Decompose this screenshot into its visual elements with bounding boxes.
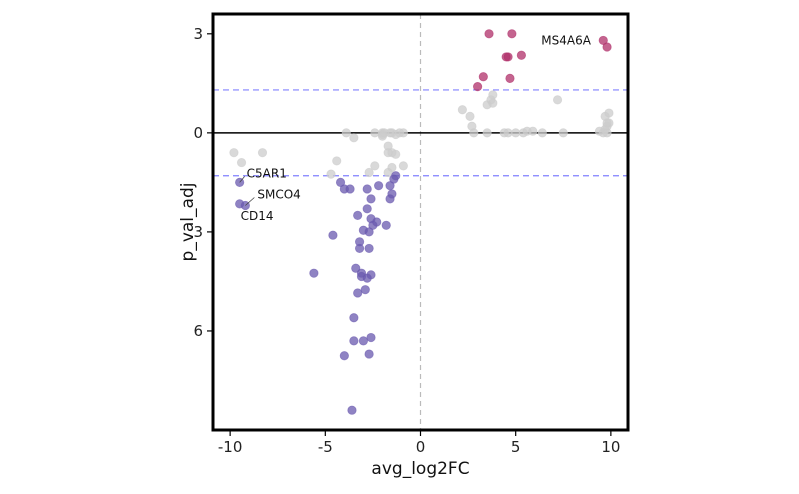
- annotation-label-ms4a6a: MS4A6A: [541, 33, 591, 47]
- neutral-point-33: [488, 98, 498, 108]
- neutral-point-36: [503, 128, 513, 138]
- y-tick-label-3: 6: [193, 322, 203, 340]
- up-point-1: [507, 29, 517, 39]
- x-tick-label-0: -10: [218, 438, 243, 456]
- neutral-point-51: [604, 108, 614, 118]
- down-point-21: [381, 220, 391, 230]
- down-point-27: [351, 263, 361, 273]
- down-point-35: [349, 336, 359, 346]
- neutral-point-42: [552, 95, 563, 105]
- down-point-11: [385, 194, 395, 204]
- down-point-23: [354, 243, 365, 254]
- down-point-33: [353, 288, 363, 298]
- neutral-point-41: [537, 128, 547, 138]
- up-point-3: [602, 42, 612, 52]
- x-tick-label-2: 0: [416, 438, 426, 456]
- neutral-point-13: [398, 128, 408, 138]
- x-tick-label-3: 5: [511, 438, 521, 456]
- annotation-leader-2: [245, 197, 255, 206]
- down-point-12: [362, 184, 372, 194]
- neutral-point-19: [370, 161, 380, 171]
- neutral-point-34: [482, 128, 492, 138]
- neutral-point-12: [385, 128, 395, 138]
- x-axis-title: avg_log2FC: [371, 459, 469, 479]
- down-point-25: [328, 230, 338, 240]
- x-tick-label-1: -5: [318, 438, 333, 456]
- y-tick-label-1: 0: [193, 124, 203, 142]
- neutral-point-14: [377, 131, 388, 141]
- neutral-point-24: [332, 156, 342, 166]
- axes: -10 -5 0 5 10 3 0 3 6: [193, 12, 630, 456]
- down-point-39: [339, 351, 349, 361]
- neutral-point-37: [511, 128, 521, 138]
- annotations: MS4A6A C5AR1 SMCO4 CD14: [239, 33, 592, 223]
- y-axis-title: p_val_adj: [178, 183, 198, 262]
- annotation-label-c5ar1: C5AR1: [247, 166, 287, 180]
- down-point-13: [366, 194, 376, 204]
- y-tick-label-0: 3: [193, 25, 203, 43]
- down-point-31: [362, 273, 372, 283]
- neutral-point-26: [457, 105, 467, 115]
- annotation-label-smco4: SMCO4: [257, 187, 300, 201]
- neutral-point-23: [364, 167, 374, 178]
- x-tick-label-4: 10: [601, 438, 620, 456]
- down-point-5: [345, 184, 355, 194]
- up-point-0: [484, 29, 494, 39]
- neutral-point-5: [370, 128, 380, 138]
- up-point-7: [478, 72, 488, 82]
- down-point-34: [349, 313, 359, 323]
- neutral-point-29: [469, 128, 479, 138]
- up-point-5: [501, 52, 511, 62]
- neutral-point-49: [602, 128, 612, 138]
- neutral-point-27: [465, 111, 475, 121]
- neutral-point-25: [326, 169, 336, 179]
- down-point-4: [335, 177, 346, 187]
- down-point-19: [364, 227, 374, 237]
- down-point-36: [358, 336, 368, 346]
- down-point-38: [364, 349, 374, 359]
- down-point-20: [372, 217, 382, 227]
- annotation-label-cd14: CD14: [241, 209, 274, 223]
- neutral-point-21: [398, 161, 408, 171]
- neutral-point-3: [341, 128, 351, 138]
- neutral-point-52: [602, 118, 612, 128]
- neutral-point-0: [229, 148, 239, 158]
- down-point-9: [391, 171, 401, 181]
- neutral-point-22: [383, 167, 393, 178]
- down-point-24: [364, 243, 374, 254]
- down-point-40: [347, 405, 357, 415]
- neutral-point-2: [257, 148, 268, 158]
- neutral-point-40: [528, 126, 538, 136]
- data-points: [229, 29, 614, 415]
- neutral-point-32: [488, 90, 498, 100]
- down-point-15: [362, 204, 372, 214]
- plot-border: [211, 12, 630, 432]
- neutral-point-4: [349, 133, 359, 143]
- neutral-point-17: [391, 149, 401, 159]
- up-point-6: [516, 50, 526, 60]
- neutral-point-18: [383, 148, 393, 158]
- down-point-26: [309, 268, 319, 278]
- down-point-14: [353, 210, 363, 220]
- down-point-37: [366, 332, 376, 343]
- down-point-6: [374, 181, 384, 191]
- neutral-point-1: [236, 157, 247, 168]
- down-point-32: [360, 285, 370, 295]
- up-point-9: [473, 82, 483, 92]
- y-tick-label-2: 3: [193, 223, 203, 241]
- up-point-8: [505, 73, 515, 83]
- annotation-leader-1: [239, 176, 245, 183]
- neutral-point-43: [558, 128, 568, 138]
